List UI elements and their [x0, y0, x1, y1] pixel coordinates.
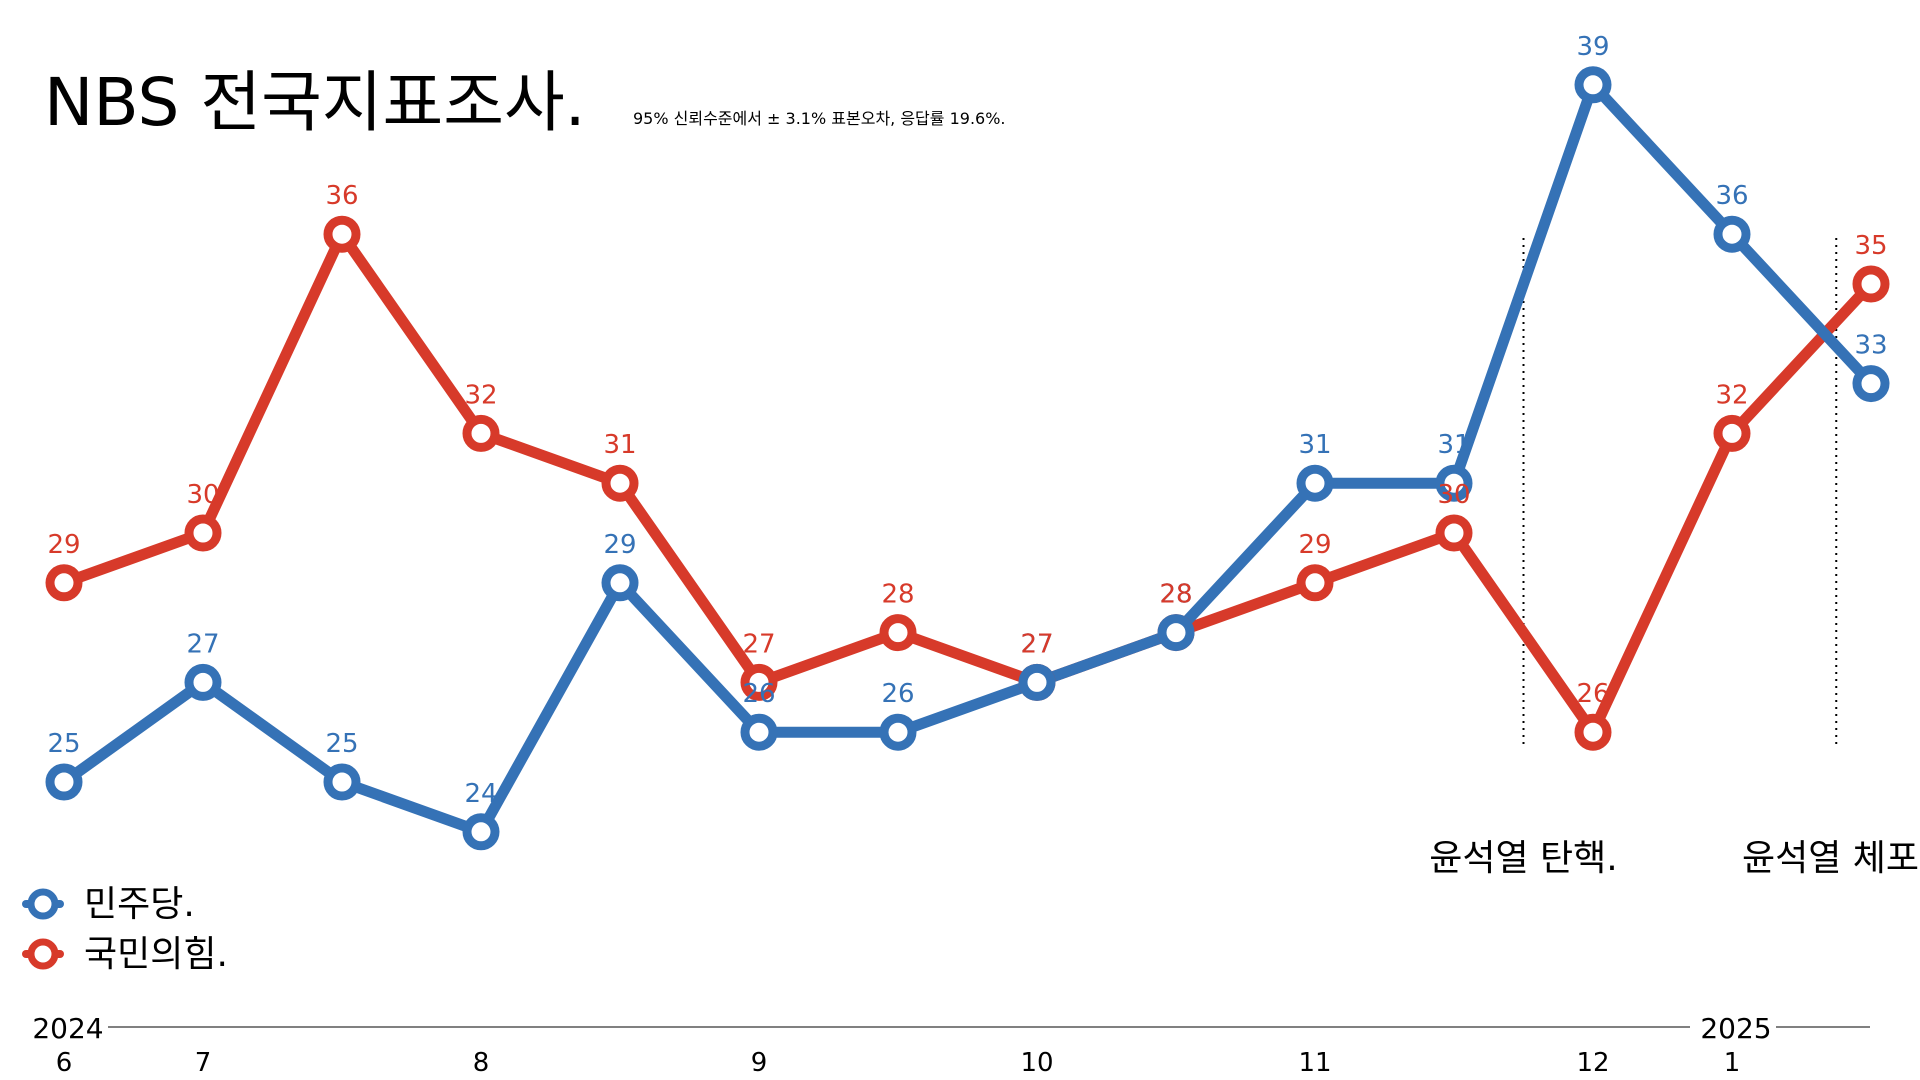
month-tick-10: 10: [1020, 1048, 1053, 1078]
data-point-s0-0: [45, 763, 83, 801]
series-line-1: [58, 228, 1877, 738]
data-label-s0-11: 39: [1576, 32, 1609, 62]
data-point-s1-5: [740, 663, 778, 701]
data-label-s1-9: 29: [1298, 530, 1331, 560]
year-label-2025: 2025: [1700, 1012, 1771, 1045]
data-label-s0-4: 29: [603, 530, 636, 560]
data-point-s1-6: [879, 614, 917, 652]
data-label-s0-7: 27: [1020, 629, 1053, 659]
month-tick-7: 7: [195, 1048, 212, 1078]
legend-marker-1: [27, 938, 59, 970]
data-label-s0-8: 28: [1159, 580, 1192, 610]
data-label-s0-13: 33: [1854, 331, 1887, 361]
data-label-s1-13: 35: [1854, 231, 1887, 261]
data-point-s0-5: [740, 713, 778, 751]
data-label-s1-6: 28: [881, 580, 914, 610]
data-point-s0-13: [1852, 365, 1890, 403]
data-point-s1-2: [323, 215, 361, 253]
data-label-s0-12: 36: [1715, 181, 1748, 211]
chart-subtitle: 95% 신뢰수준에서 ± 3.1% 표본오차, 응답률 19.6%.: [633, 109, 1006, 128]
series-lines: [45, 66, 1890, 851]
data-point-s0-12: [1713, 215, 1751, 253]
month-tick-8: 8: [473, 1048, 490, 1078]
data-point-s0-10: [1435, 464, 1473, 502]
data-label-s1-8: 28: [1159, 580, 1192, 610]
month-tick-6: 6: [56, 1048, 73, 1078]
annotation-label-0: 윤석열 탄핵.: [1429, 838, 1618, 879]
time-axis: 2024 2025 6 7 8 9 10 11 12 1: [32, 1012, 1870, 1078]
data-point-s1-1: [184, 514, 222, 552]
data-point-s0-4: [601, 564, 639, 602]
data-point-s0-1: [184, 663, 222, 701]
data-point-s1-11: [1574, 713, 1612, 751]
data-label-s0-3: 24: [464, 779, 497, 809]
legend: 민주당. 국민의힘.: [22, 884, 228, 975]
month-tick-11: 11: [1298, 1048, 1331, 1078]
data-point-s1-9: [1296, 564, 1334, 602]
data-point-s0-2: [323, 763, 361, 801]
data-label-s1-2: 36: [325, 181, 358, 211]
data-label-s0-0: 25: [47, 729, 80, 759]
data-labels: 25 27 25 24 29 26 26 27 28 31 31 39 36 33 29 30 36 32 31 27…: [47, 32, 1887, 809]
data-point-s1-12: [1713, 414, 1751, 452]
data-label-s0-2: 25: [325, 729, 358, 759]
chart-title: NBS 전국지표조사.: [44, 64, 586, 141]
data-point-s1-13: [1852, 265, 1890, 303]
data-point-s0-7: [1018, 663, 1056, 701]
data-label-s1-3: 32: [464, 380, 497, 410]
legend-label-1: 국민의힘.: [84, 934, 228, 975]
data-point-s0-8: [1157, 614, 1195, 652]
legend-label-0: 민주당.: [84, 884, 195, 925]
data-label-s1-7: 27: [1020, 629, 1053, 659]
month-tick-1: 1: [1724, 1048, 1741, 1078]
data-label-s1-12: 32: [1715, 380, 1748, 410]
data-point-s1-0: [45, 564, 83, 602]
legend-marker-0: [27, 888, 59, 920]
month-tick-9: 9: [751, 1048, 768, 1078]
month-tick-12: 12: [1576, 1048, 1609, 1078]
data-label-s0-9: 31: [1298, 430, 1331, 460]
data-point-s0-9: [1296, 464, 1334, 502]
series-line-0: [58, 79, 1877, 838]
data-point-s0-3: [462, 813, 500, 851]
data-label-s1-5: 27: [742, 629, 775, 659]
data-point-s1-10: [1435, 514, 1473, 552]
data-point-s1-4: [601, 464, 639, 502]
data-label-s0-10: 31: [1437, 430, 1470, 460]
data-point-s1-3: [462, 414, 500, 452]
data-label-s0-6: 26: [881, 679, 914, 709]
data-label-s0-1: 27: [186, 629, 219, 659]
data-point-s0-6: [879, 713, 917, 751]
annotation-label-1: 윤석열 체포.: [1742, 838, 1920, 879]
data-label-s1-11: 26: [1576, 679, 1609, 709]
data-label-s1-1: 30: [186, 480, 219, 510]
data-label-s0-5: 26: [742, 679, 775, 709]
data-label-s1-10: 30: [1437, 480, 1470, 510]
data-label-s1-4: 31: [603, 430, 636, 460]
year-label-2024: 2024: [32, 1012, 103, 1045]
data-label-s1-0: 29: [47, 530, 80, 560]
data-point-s0-11: [1574, 66, 1612, 104]
